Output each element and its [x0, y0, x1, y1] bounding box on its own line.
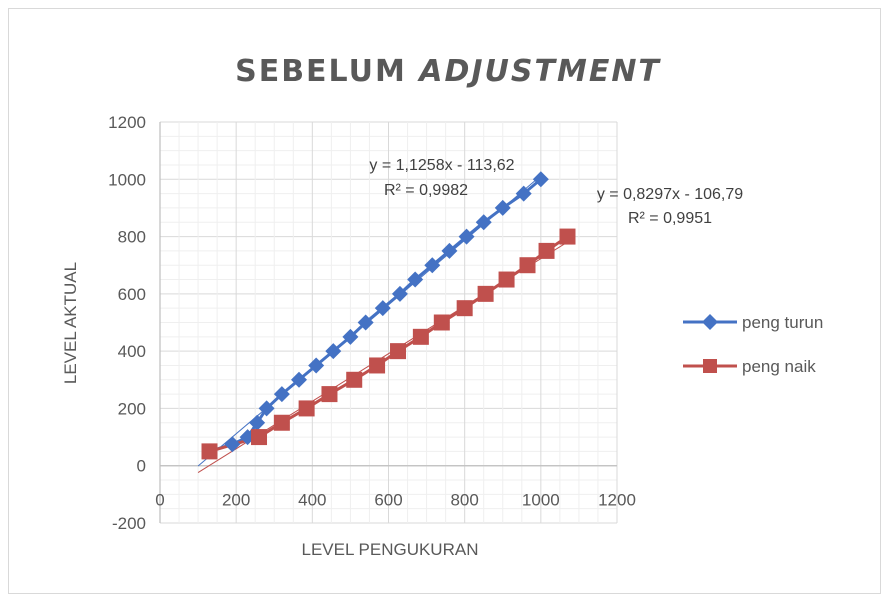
chart-title-main: SEBELUM	[235, 54, 419, 89]
trendline-equation-naik: y = 0,8297x - 106,79	[597, 186, 743, 203]
data-point	[369, 357, 386, 374]
legend-label-peng-turun: peng turun	[742, 313, 823, 332]
x-tick-label: 800	[450, 491, 478, 510]
data-point	[325, 343, 342, 360]
x-tick-label: 600	[374, 491, 402, 510]
gridlines	[159, 121, 618, 524]
data-point	[308, 357, 325, 374]
legend-marker-peng-naik	[703, 359, 717, 373]
data-point	[291, 371, 308, 388]
data-point	[273, 414, 290, 431]
data-point	[251, 429, 268, 446]
data-point	[321, 386, 338, 403]
y-tick-label: 200	[118, 399, 146, 418]
x-axis-title: LEVEL PENGUKURAN	[302, 540, 479, 559]
data-point	[458, 228, 475, 245]
data-point	[424, 257, 441, 274]
series-line-peng-turun	[209, 178, 542, 453]
data-point	[477, 285, 494, 302]
legend-marker-peng-turun	[702, 314, 718, 330]
x-tick-labels: 0 200 400 600 800 1000 1200	[155, 491, 636, 510]
data-point	[515, 185, 532, 202]
data-markers	[201, 171, 576, 460]
data-point	[346, 371, 363, 388]
data-point	[433, 314, 450, 331]
y-tick-labels: -200 0 200 400 600 800 1000 1200	[108, 113, 146, 533]
trendline-r2-naik: R² = 0,9951	[628, 210, 712, 227]
data-point	[273, 386, 290, 403]
x-tick-label: 400	[298, 491, 326, 510]
data-point	[224, 436, 241, 453]
chart-title-italic: ADJUSTMENT	[417, 54, 661, 89]
y-tick-label: 0	[137, 457, 146, 476]
y-tick-label: 1000	[108, 170, 146, 189]
y-tick-label: 400	[118, 342, 146, 361]
chart-title: SEBELUM ADJUSTMENT	[235, 54, 661, 89]
series-line-peng-naik	[209, 235, 569, 453]
x-tick-label: 200	[222, 491, 250, 510]
data-point	[456, 300, 473, 317]
data-point	[519, 257, 536, 274]
y-tick-label: 600	[118, 285, 146, 304]
data-point	[498, 271, 515, 288]
x-tick-label: 1200	[598, 491, 636, 510]
data-point	[342, 328, 359, 345]
legend-entry-peng-turun: peng turun	[683, 313, 823, 332]
data-point	[391, 285, 408, 302]
data-point	[412, 328, 429, 345]
x-tick-label: 0	[155, 491, 164, 510]
data-point	[494, 199, 511, 216]
data-point	[249, 414, 266, 431]
data-point	[374, 300, 391, 317]
x-tick-label: 1000	[522, 491, 560, 510]
data-point	[441, 242, 458, 259]
data-point	[407, 271, 424, 288]
trendline-r2-turun: R² = 0,9982	[384, 182, 468, 199]
chart-area	[8, 8, 881, 594]
y-tick-label: 1200	[108, 113, 146, 132]
data-point	[475, 214, 492, 231]
data-point	[298, 400, 315, 417]
legend: peng turun peng naik	[683, 313, 823, 376]
legend-label-peng-naik: peng naik	[742, 357, 816, 376]
data-point	[559, 228, 576, 245]
data-point	[538, 242, 555, 259]
data-point	[357, 314, 374, 331]
trendline-equation-turun: y = 1,1258x - 113,62	[369, 157, 514, 174]
y-tick-label: 800	[118, 228, 146, 247]
data-point	[390, 343, 407, 360]
data-point	[258, 400, 275, 417]
y-axis-title: LEVEL AKTUAL	[61, 262, 80, 384]
legend-entry-peng-naik: peng naik	[683, 357, 816, 376]
data-point	[532, 171, 549, 188]
data-point	[201, 443, 218, 460]
y-tick-label: -200	[112, 514, 146, 533]
